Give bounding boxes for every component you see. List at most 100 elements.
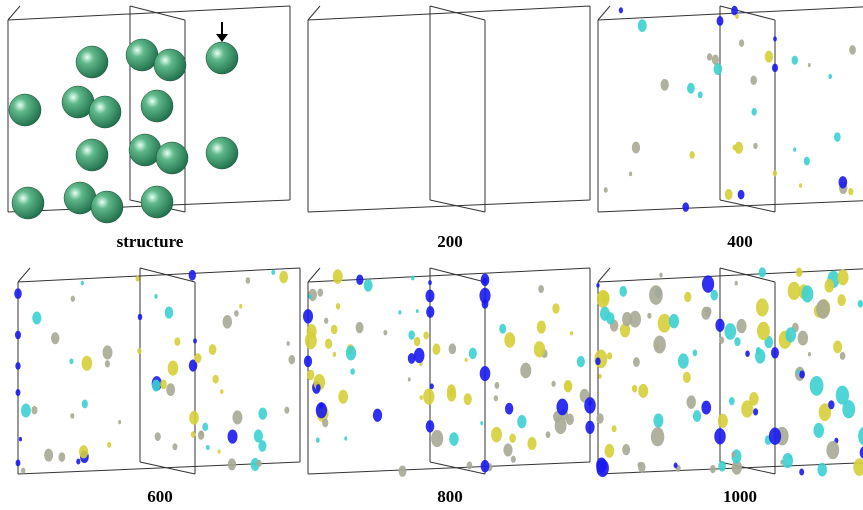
atom bbox=[205, 41, 239, 75]
panel-label: 400 bbox=[727, 232, 753, 251]
isosurface bbox=[18, 436, 23, 442]
isosurface bbox=[857, 299, 863, 308]
isosurface bbox=[197, 430, 205, 440]
panel-label: 600 bbox=[147, 487, 173, 506]
isosurface bbox=[449, 432, 459, 446]
isosurface bbox=[167, 360, 179, 376]
cell-box bbox=[17, 267, 301, 475]
isosurface bbox=[80, 280, 84, 286]
isosurface bbox=[356, 274, 364, 285]
isosurface bbox=[682, 371, 691, 384]
isosurface bbox=[709, 464, 716, 474]
isosurface bbox=[598, 373, 602, 379]
panel: 1000 bbox=[594, 267, 863, 506]
isosurface bbox=[673, 462, 678, 469]
isosurface bbox=[338, 389, 349, 404]
isosurface bbox=[217, 449, 221, 454]
isosurface bbox=[713, 62, 723, 76]
isosurface bbox=[653, 335, 666, 354]
isosurface bbox=[835, 385, 850, 405]
isosurface bbox=[315, 402, 328, 419]
box-edge bbox=[139, 461, 196, 475]
isosurface bbox=[576, 355, 585, 368]
isosurface bbox=[494, 381, 500, 389]
isosurface bbox=[425, 289, 435, 303]
isosurface bbox=[817, 462, 828, 477]
isosurface bbox=[599, 306, 610, 321]
isosurface bbox=[219, 388, 224, 395]
isosurface bbox=[798, 183, 803, 188]
box-edge bbox=[719, 5, 776, 21]
isosurface bbox=[372, 408, 383, 422]
isosurface bbox=[745, 350, 750, 357]
isosurface bbox=[332, 351, 337, 357]
isosurface bbox=[596, 459, 609, 478]
isosurface bbox=[787, 281, 801, 301]
box-edge bbox=[429, 461, 486, 475]
isosurface bbox=[304, 332, 317, 350]
isosurface bbox=[622, 311, 633, 327]
isosurface bbox=[807, 352, 812, 357]
isosurface bbox=[596, 282, 600, 288]
box-edge bbox=[429, 5, 486, 21]
box-edge bbox=[719, 267, 776, 283]
isosurface bbox=[308, 293, 313, 300]
cell-box bbox=[597, 5, 863, 213]
isosurface bbox=[527, 436, 537, 450]
isosurface bbox=[731, 5, 738, 16]
isosurface bbox=[631, 384, 638, 393]
panel: 600 bbox=[14, 267, 301, 506]
isosurface bbox=[533, 341, 546, 358]
box-edge bbox=[17, 267, 31, 283]
isosurface bbox=[706, 53, 713, 61]
isosurface bbox=[189, 410, 199, 425]
isosurface bbox=[322, 418, 329, 428]
isosurface bbox=[466, 461, 473, 470]
isosurface bbox=[813, 422, 825, 438]
isosurface bbox=[660, 78, 669, 91]
isosurface bbox=[755, 298, 769, 317]
isosurface bbox=[554, 417, 567, 435]
isosurface bbox=[15, 362, 21, 370]
isosurface bbox=[619, 285, 627, 297]
isosurface bbox=[480, 273, 490, 287]
isosurface bbox=[585, 420, 595, 434]
isosurface bbox=[659, 272, 663, 278]
isosurface bbox=[234, 310, 239, 317]
isosurface bbox=[493, 395, 498, 402]
isosurface bbox=[595, 357, 601, 366]
isosurface bbox=[174, 337, 181, 346]
isosurface bbox=[750, 75, 757, 86]
cell-box bbox=[307, 5, 591, 213]
isosurface bbox=[596, 289, 610, 308]
isosurface bbox=[256, 459, 262, 467]
isosurface bbox=[227, 458, 237, 471]
isosurface bbox=[838, 176, 848, 189]
isosurface bbox=[611, 425, 617, 433]
panel-label: 800 bbox=[437, 487, 463, 506]
isosurface bbox=[828, 400, 835, 410]
box-edge bbox=[597, 6, 863, 21]
box-edge bbox=[597, 5, 611, 21]
isosurface bbox=[570, 331, 574, 336]
isosurface bbox=[653, 413, 664, 428]
isosurface bbox=[32, 311, 42, 325]
box-edge bbox=[307, 461, 591, 475]
box-edge bbox=[139, 267, 196, 283]
isosurface bbox=[791, 55, 798, 65]
isosurface bbox=[520, 362, 532, 379]
isosurface bbox=[499, 323, 507, 334]
isosurface bbox=[853, 458, 863, 476]
isosurface bbox=[629, 310, 642, 328]
isosurface bbox=[796, 369, 801, 375]
isosurface bbox=[649, 285, 663, 305]
isosurface bbox=[491, 426, 502, 443]
isosurface bbox=[324, 317, 329, 324]
isosurface bbox=[330, 324, 338, 335]
box-edge bbox=[7, 5, 291, 21]
isosurface bbox=[692, 410, 702, 422]
isosurface bbox=[848, 188, 854, 196]
isosurface bbox=[833, 340, 843, 354]
isosurface bbox=[504, 402, 514, 415]
isosurface bbox=[245, 277, 251, 284]
